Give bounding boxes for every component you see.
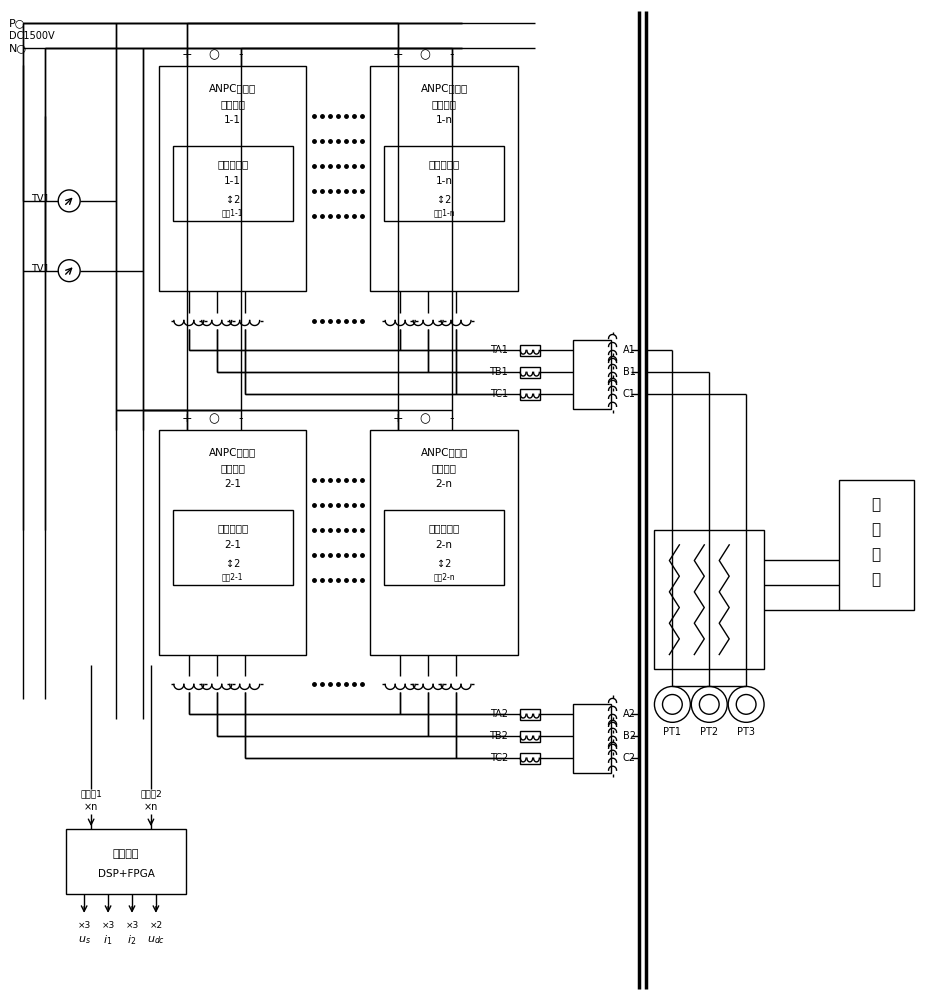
Text: ↕2: ↕2: [437, 195, 451, 205]
Text: 逆变模块: 逆变模块: [220, 99, 245, 109]
Text: ×3: ×3: [125, 921, 138, 930]
Text: 2-1: 2-1: [224, 540, 241, 550]
Text: 1-n: 1-n: [435, 115, 452, 125]
Bar: [370, 430, 517, 655]
Text: -: -: [238, 412, 243, 425]
Text: -: -: [450, 412, 454, 425]
Text: ×3: ×3: [78, 921, 91, 930]
Text: 光纤2-n: 光纤2-n: [433, 572, 454, 581]
Bar: [172, 146, 292, 221]
Bar: [519, 731, 540, 742]
Text: 2-n: 2-n: [435, 479, 452, 489]
Text: +: +: [182, 412, 192, 425]
Bar: [519, 709, 540, 720]
Text: 底层控制器: 底层控制器: [217, 523, 248, 533]
Bar: [519, 753, 540, 764]
Text: ×3: ×3: [101, 921, 115, 930]
Text: 光纤组1: 光纤组1: [80, 790, 102, 799]
Text: B2: B2: [622, 731, 635, 741]
Text: $u_{dc}$: $u_{dc}$: [146, 934, 165, 946]
Bar: [370, 66, 517, 291]
Text: 电: 电: [870, 547, 880, 562]
Text: 逆变模块: 逆变模块: [431, 463, 456, 473]
Text: ANPC三电平: ANPC三电平: [209, 83, 256, 93]
Text: ANPC三电平: ANPC三电平: [209, 447, 256, 457]
Text: TA2: TA2: [489, 709, 507, 719]
Text: TC2: TC2: [489, 753, 507, 763]
Text: 底层控制器: 底层控制器: [428, 159, 459, 169]
Text: ANPC三电平: ANPC三电平: [420, 83, 467, 93]
Text: TA1: TA1: [489, 345, 507, 355]
Bar: [384, 146, 503, 221]
Text: 光纤1-1: 光纤1-1: [222, 208, 243, 217]
Text: $u_s$: $u_s$: [78, 934, 91, 946]
Text: ×n: ×n: [144, 802, 158, 812]
Text: 1-1: 1-1: [224, 176, 241, 186]
Text: +: +: [182, 48, 192, 61]
Text: 光纤2-1: 光纤2-1: [222, 572, 243, 581]
Text: 网: 网: [870, 572, 880, 587]
Bar: [159, 430, 306, 655]
Bar: [572, 704, 610, 773]
Text: C2: C2: [622, 753, 635, 763]
Text: 2-n: 2-n: [435, 540, 452, 550]
Text: $i_1$: $i_1$: [103, 933, 112, 947]
Text: TC1: TC1: [489, 389, 507, 399]
Text: 中: 中: [870, 497, 880, 512]
Text: -: -: [238, 48, 243, 61]
Bar: [66, 829, 185, 894]
Text: ↕2: ↕2: [225, 559, 239, 569]
Bar: [654, 530, 763, 669]
Text: ↕2: ↕2: [437, 559, 451, 569]
Text: ○: ○: [419, 48, 430, 61]
Text: ↕2: ↕2: [225, 195, 239, 205]
Text: TB1: TB1: [489, 367, 507, 377]
Text: PT1: PT1: [663, 727, 680, 737]
Bar: [519, 367, 540, 378]
Text: 主控制器: 主控制器: [113, 849, 139, 859]
Bar: [384, 510, 503, 585]
Text: ×2: ×2: [149, 921, 162, 930]
Text: TV1: TV1: [32, 264, 50, 274]
Text: ×n: ×n: [83, 802, 98, 812]
Text: C1: C1: [622, 389, 635, 399]
Bar: [519, 345, 540, 356]
Text: +: +: [392, 48, 403, 61]
Text: 光纤1-n: 光纤1-n: [433, 208, 454, 217]
Text: ○: ○: [208, 412, 219, 425]
Text: TB2: TB2: [489, 731, 507, 741]
Text: ANPC三电平: ANPC三电平: [420, 447, 467, 457]
Text: P○: P○: [9, 18, 26, 28]
Text: -: -: [450, 48, 454, 61]
Bar: [159, 66, 306, 291]
Text: PT2: PT2: [700, 727, 717, 737]
Text: A2: A2: [622, 709, 635, 719]
Text: 逆变模块: 逆变模块: [431, 99, 456, 109]
Text: 压: 压: [870, 522, 880, 537]
Text: 逆变模块: 逆变模块: [220, 463, 245, 473]
Bar: [172, 510, 292, 585]
Text: 1-1: 1-1: [224, 115, 241, 125]
Text: ○: ○: [208, 48, 219, 61]
Text: 2-1: 2-1: [224, 479, 241, 489]
Text: 光纤组2: 光纤组2: [140, 790, 161, 799]
Bar: [838, 480, 913, 610]
Text: PT3: PT3: [736, 727, 755, 737]
Bar: [519, 389, 540, 400]
Text: 底层控制器: 底层控制器: [428, 523, 459, 533]
Text: A1: A1: [622, 345, 635, 355]
Text: B1: B1: [622, 367, 635, 377]
Text: $i_2$: $i_2$: [127, 933, 136, 947]
Text: 底层控制器: 底层控制器: [217, 159, 248, 169]
Text: 1-n: 1-n: [435, 176, 452, 186]
Text: ○: ○: [419, 412, 430, 425]
Text: TV1: TV1: [32, 194, 50, 204]
Text: DC1500V: DC1500V: [9, 31, 55, 41]
Text: +: +: [392, 412, 403, 425]
Bar: [572, 340, 610, 409]
Text: N○: N○: [9, 43, 28, 53]
Text: DSP+FPGA: DSP+FPGA: [97, 869, 154, 879]
